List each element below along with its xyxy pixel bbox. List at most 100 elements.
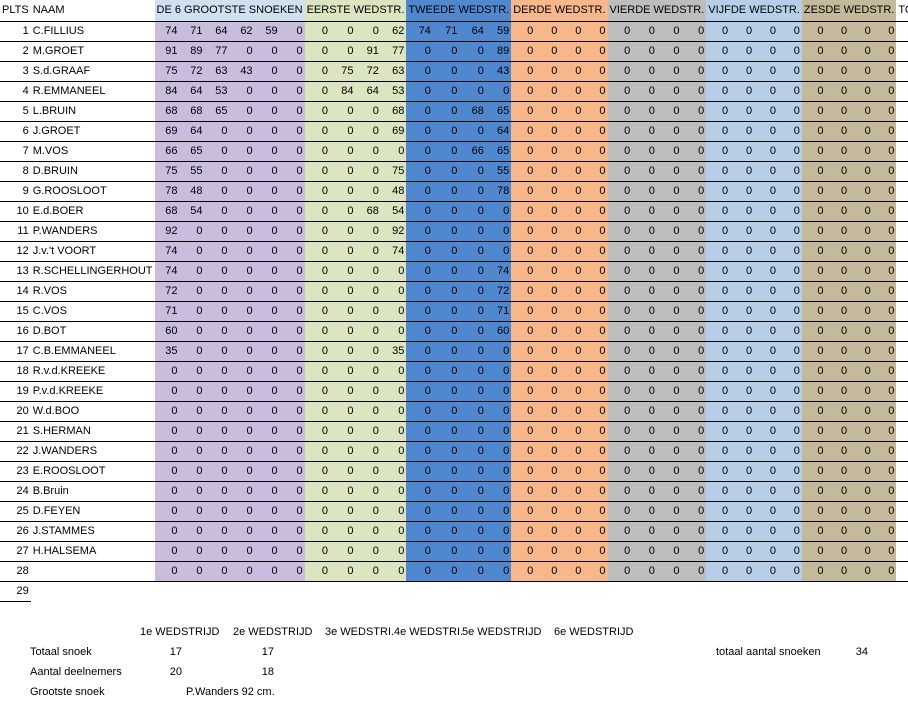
score-cell[interactable]: 72	[179, 61, 205, 82]
score-cell[interactable]: 0	[432, 441, 460, 462]
score-cell[interactable]: 0	[730, 321, 755, 342]
score-cell[interactable]: 0	[229, 421, 255, 442]
score-cell[interactable]: 0	[279, 101, 305, 122]
score-cell[interactable]: 0	[535, 301, 560, 322]
score-cell[interactable]: 0	[849, 461, 873, 482]
score-cell[interactable]: 0	[511, 41, 536, 62]
score-cell[interactable]: 0	[204, 461, 230, 482]
plts-cell[interactable]: 25	[0, 501, 31, 522]
score-cell[interactable]: 0	[681, 281, 707, 302]
score-cell[interactable]: 0	[632, 481, 657, 502]
naam-cell[interactable]: M.VOS	[30, 141, 155, 162]
aantal-deelnemers-label[interactable]: Aantal deelnemers	[30, 666, 122, 678]
score-cell[interactable]: 0	[459, 321, 486, 342]
score-cell[interactable]: 0	[849, 61, 873, 82]
score-cell[interactable]: 0	[535, 481, 560, 502]
score-cell[interactable]: 0	[254, 401, 280, 422]
score-cell[interactable]: 0	[254, 321, 280, 342]
score-cell[interactable]: 0	[754, 21, 778, 42]
score-cell[interactable]: 0	[535, 501, 560, 522]
score-cell[interactable]: 0	[825, 181, 850, 202]
score-cell[interactable]: 0	[583, 61, 608, 82]
score-cell[interactable]: 0	[279, 421, 305, 442]
plts-cell[interactable]: 11	[0, 221, 31, 242]
score-cell[interactable]: 0	[432, 121, 460, 142]
score-cell[interactable]: 43	[229, 61, 255, 82]
score-cell[interactable]: 0	[583, 461, 608, 482]
score-cell[interactable]: 0	[777, 441, 802, 462]
score-cell[interactable]: 0	[754, 341, 778, 362]
score-cell[interactable]: 0	[801, 21, 826, 42]
score-cell[interactable]: 0	[801, 421, 826, 442]
score-cell[interactable]: 0	[777, 81, 802, 102]
score-cell[interactable]: 0	[179, 541, 205, 562]
score-cell[interactable]: 0	[559, 141, 584, 162]
score-cell[interactable]: 55	[179, 161, 205, 182]
score-cell[interactable]: 0	[179, 261, 205, 282]
score-cell[interactable]: 0	[355, 121, 381, 142]
score-cell[interactable]: 0	[706, 121, 731, 142]
score-cell[interactable]: 0	[730, 21, 755, 42]
score-cell[interactable]: 0	[204, 161, 230, 182]
score-cell[interactable]: 0	[204, 321, 230, 342]
score-cell[interactable]: 0	[801, 101, 826, 122]
score-cell[interactable]: 77	[380, 41, 407, 62]
score-cell[interactable]: 0	[706, 281, 731, 302]
score-cell[interactable]: 0	[279, 241, 305, 262]
score-cell[interactable]: 0	[706, 261, 731, 282]
score-cell[interactable]: 0	[304, 361, 331, 382]
score-cell[interactable]: 0	[825, 501, 850, 522]
score-cell[interactable]: 0	[583, 361, 608, 382]
score-cell[interactable]: 0	[681, 81, 707, 102]
score-cell[interactable]: 0	[681, 501, 707, 522]
score-cell[interactable]: 0	[304, 541, 331, 562]
score-cell[interactable]: 0	[801, 261, 826, 282]
score-cell[interactable]: 0	[583, 421, 608, 442]
score-cell[interactable]: 0	[872, 61, 897, 82]
score-cell[interactable]: 0	[632, 201, 657, 222]
score-cell[interactable]: 0	[754, 221, 778, 242]
score-cell[interactable]: 0	[406, 441, 433, 462]
score-cell[interactable]: 0	[459, 281, 486, 302]
score-cell[interactable]: 0	[485, 521, 512, 542]
score-cell[interactable]: 0	[330, 401, 356, 422]
score-cell[interactable]: 0	[706, 181, 731, 202]
score-cell[interactable]: 0	[730, 381, 755, 402]
score-cell[interactable]: 0	[872, 281, 897, 302]
score-cell[interactable]: 0	[406, 501, 433, 522]
score-cell[interactable]: 0	[849, 421, 873, 442]
score-cell[interactable]: 64	[179, 121, 205, 142]
totaal-cell[interactable]: 0	[896, 561, 908, 582]
score-cell[interactable]: 0	[706, 321, 731, 342]
score-cell[interactable]: 0	[511, 561, 536, 582]
wedstrijd-5-label[interactable]: 5e WEDSTRIJD	[462, 626, 542, 638]
score-cell[interactable]: 0	[656, 561, 682, 582]
totaal-cell[interactable]: 0	[896, 501, 908, 522]
score-cell[interactable]: 0	[559, 81, 584, 102]
score-cell[interactable]: 0	[730, 521, 755, 542]
score-cell[interactable]: 0	[179, 221, 205, 242]
score-cell[interactable]: 0	[511, 361, 536, 382]
score-cell[interactable]: 72	[154, 281, 180, 302]
score-cell[interactable]: 0	[681, 441, 707, 462]
score-cell[interactable]: 0	[279, 521, 305, 542]
score-cell[interactable]: 0	[706, 61, 731, 82]
score-cell[interactable]: 0	[825, 201, 850, 222]
score-cell[interactable]: 0	[777, 521, 802, 542]
score-cell[interactable]: 0	[511, 381, 536, 402]
score-cell[interactable]: 0	[432, 241, 460, 262]
score-cell[interactable]: 0	[535, 201, 560, 222]
score-cell[interactable]: 0	[535, 561, 560, 582]
score-cell[interactable]: 0	[801, 401, 826, 422]
score-cell[interactable]: 0	[330, 181, 356, 202]
plts-cell[interactable]: 19	[0, 381, 31, 402]
score-cell[interactable]: 0	[632, 101, 657, 122]
score-cell[interactable]: 0	[777, 41, 802, 62]
score-cell[interactable]: 78	[485, 181, 512, 202]
score-cell[interactable]: 0	[279, 321, 305, 342]
score-cell[interactable]: 0	[706, 521, 731, 542]
score-cell[interactable]: 0	[801, 481, 826, 502]
score-cell[interactable]: 0	[355, 561, 381, 582]
score-cell[interactable]: 0	[681, 161, 707, 182]
score-cell[interactable]: 0	[583, 21, 608, 42]
